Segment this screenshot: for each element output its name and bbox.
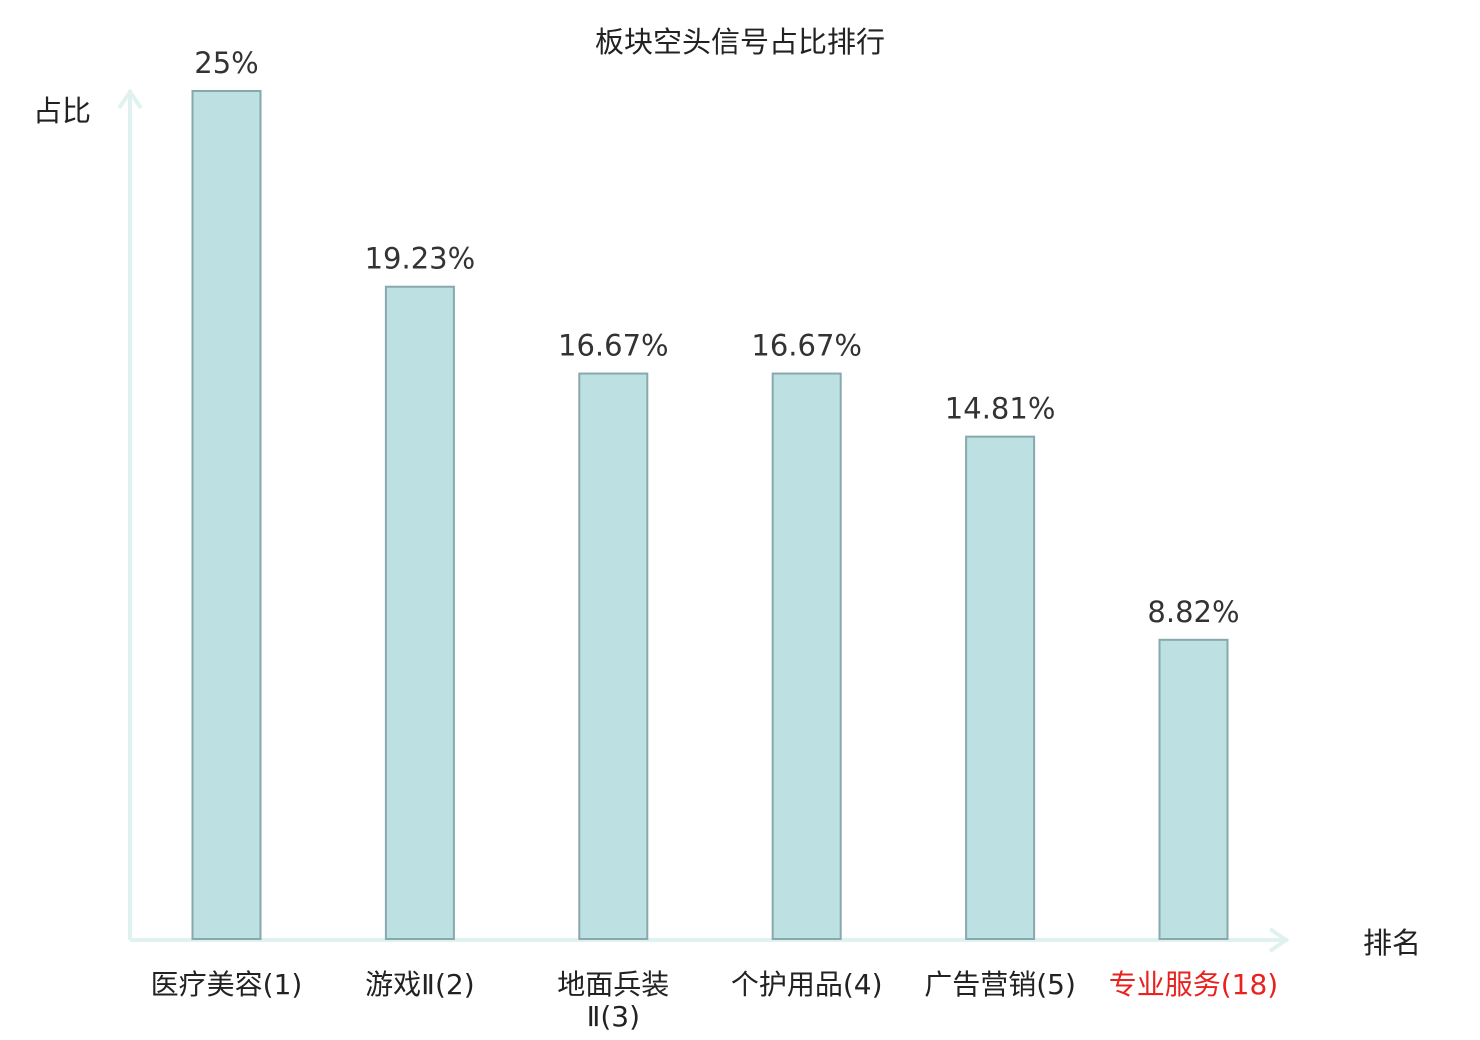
x-tick-label: 个护用品(4) <box>731 968 883 1001</box>
x-tick-label: 游戏Ⅱ(2) <box>365 968 474 1001</box>
chart-title: 板块空头信号占比排行 <box>595 25 885 59</box>
bar-value-label: 16.67% <box>558 329 669 363</box>
x-axis-arrow-icon <box>1268 927 1290 953</box>
bar <box>578 372 649 940</box>
x-tick-label: 医疗美容(1) <box>151 968 303 1001</box>
x-tick-label: 专业服务(18) <box>1109 968 1278 1001</box>
bar-value-label: 8.82% <box>1147 595 1239 629</box>
bar-value-label: 25% <box>194 46 258 80</box>
x-tick-label: 地面兵装 <box>557 968 669 1001</box>
y-axis-arrow-icon <box>117 88 143 110</box>
bar <box>384 285 455 941</box>
axes <box>117 88 1290 953</box>
bar <box>1158 638 1229 941</box>
bar <box>771 372 842 940</box>
bar-value-label: 14.81% <box>945 392 1056 426</box>
x-axis-label: 排名 <box>1363 926 1421 960</box>
bar-value-label: 19.23% <box>365 242 476 276</box>
bar-value-label: 16.67% <box>751 329 862 363</box>
x-tick-label: Ⅱ(3) <box>587 1000 640 1033</box>
bar <box>191 90 262 940</box>
bar <box>965 435 1036 940</box>
y-axis-label: 占比 <box>33 94 91 128</box>
x-tick-label: 广告营销(5) <box>924 968 1076 1001</box>
